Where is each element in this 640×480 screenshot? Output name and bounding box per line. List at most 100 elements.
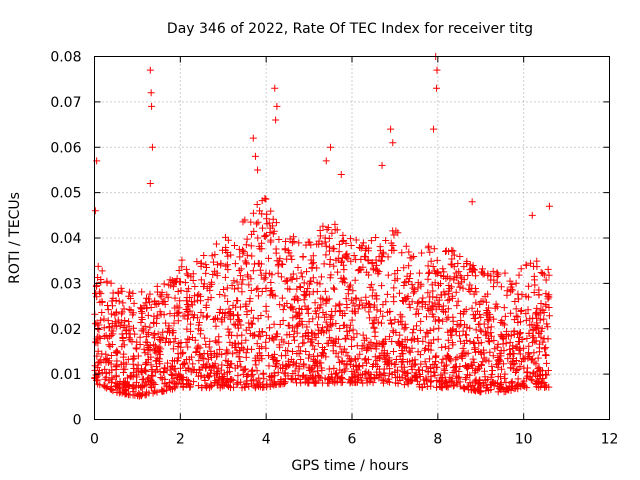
data-point <box>490 337 498 345</box>
data-point <box>419 337 427 345</box>
data-point <box>519 382 527 390</box>
data-point <box>247 287 255 295</box>
data-point <box>300 279 308 287</box>
data-point <box>382 237 390 245</box>
data-point <box>362 355 370 363</box>
data-point <box>401 368 409 376</box>
data-point <box>312 373 320 381</box>
data-point <box>345 283 353 291</box>
data-point <box>300 371 308 379</box>
data-point <box>490 315 498 323</box>
data-point <box>498 365 506 373</box>
data-point <box>357 296 365 304</box>
data-point <box>243 235 251 243</box>
data-point <box>108 297 116 305</box>
data-point <box>296 283 304 291</box>
data-point <box>256 207 264 215</box>
data-point <box>118 287 126 295</box>
data-point <box>324 339 332 347</box>
data-point <box>397 317 405 325</box>
data-point <box>399 355 407 363</box>
data-point <box>365 369 373 377</box>
data-point <box>178 263 186 271</box>
data-point <box>144 375 152 383</box>
data-point <box>239 218 247 226</box>
data-point <box>378 376 386 384</box>
data-point <box>225 364 233 372</box>
data-point <box>525 342 533 350</box>
data-point <box>175 267 183 275</box>
data-point <box>285 331 293 339</box>
data-point <box>442 274 450 282</box>
data-point <box>514 330 522 338</box>
data-point <box>375 374 383 382</box>
data-point <box>314 352 322 360</box>
data-point <box>210 363 218 371</box>
data-point <box>280 369 288 377</box>
data-point <box>392 227 400 235</box>
data-point <box>378 282 386 290</box>
data-point <box>513 367 521 375</box>
data-point <box>327 313 335 321</box>
data-point <box>117 284 125 292</box>
data-point <box>405 248 413 256</box>
data-point <box>131 330 139 338</box>
data-point <box>378 161 386 169</box>
data-point <box>431 361 439 369</box>
data-point <box>523 369 531 377</box>
data-point <box>471 369 479 377</box>
data-point <box>215 333 223 341</box>
x-axis-label: GPS time / hours <box>291 458 408 474</box>
data-point <box>400 325 408 333</box>
data-point <box>96 381 104 389</box>
data-point <box>364 256 372 264</box>
data-point <box>289 270 297 278</box>
data-point <box>374 318 382 326</box>
data-point <box>136 333 144 341</box>
data-point <box>415 269 423 277</box>
data-point <box>118 310 126 318</box>
data-point <box>112 372 120 380</box>
data-point <box>494 363 502 371</box>
data-point <box>214 381 222 389</box>
data-point <box>438 306 446 314</box>
data-point <box>311 299 319 307</box>
data-point <box>184 343 192 351</box>
data-point <box>121 378 129 386</box>
data-point <box>376 352 384 360</box>
data-point <box>159 387 167 395</box>
data-point <box>404 380 412 388</box>
data-point <box>460 383 468 391</box>
data-point <box>183 325 191 333</box>
data-point <box>391 368 399 376</box>
data-point <box>402 242 410 250</box>
data-point <box>512 357 520 365</box>
data-point <box>475 339 483 347</box>
data-point <box>224 266 232 274</box>
data-point <box>334 268 342 276</box>
data-point <box>426 355 434 363</box>
data-point <box>431 299 439 307</box>
data-point <box>429 263 437 271</box>
data-point <box>487 323 495 331</box>
data-point <box>468 198 476 206</box>
data-point <box>129 289 137 297</box>
data-point <box>398 249 406 257</box>
data-point <box>182 381 190 389</box>
data-point <box>336 366 344 374</box>
data-point <box>213 368 221 376</box>
data-point <box>325 247 333 255</box>
data-point <box>346 321 354 329</box>
data-point <box>525 282 533 290</box>
data-point <box>489 367 497 375</box>
data-point <box>520 355 528 363</box>
data-point <box>454 259 462 267</box>
data-point <box>182 305 190 313</box>
data-point <box>487 373 495 381</box>
data-point <box>465 286 473 294</box>
data-point <box>497 347 505 355</box>
data-point <box>188 311 196 319</box>
data-point <box>225 310 233 318</box>
data-point <box>533 314 541 322</box>
data-point <box>398 373 406 381</box>
